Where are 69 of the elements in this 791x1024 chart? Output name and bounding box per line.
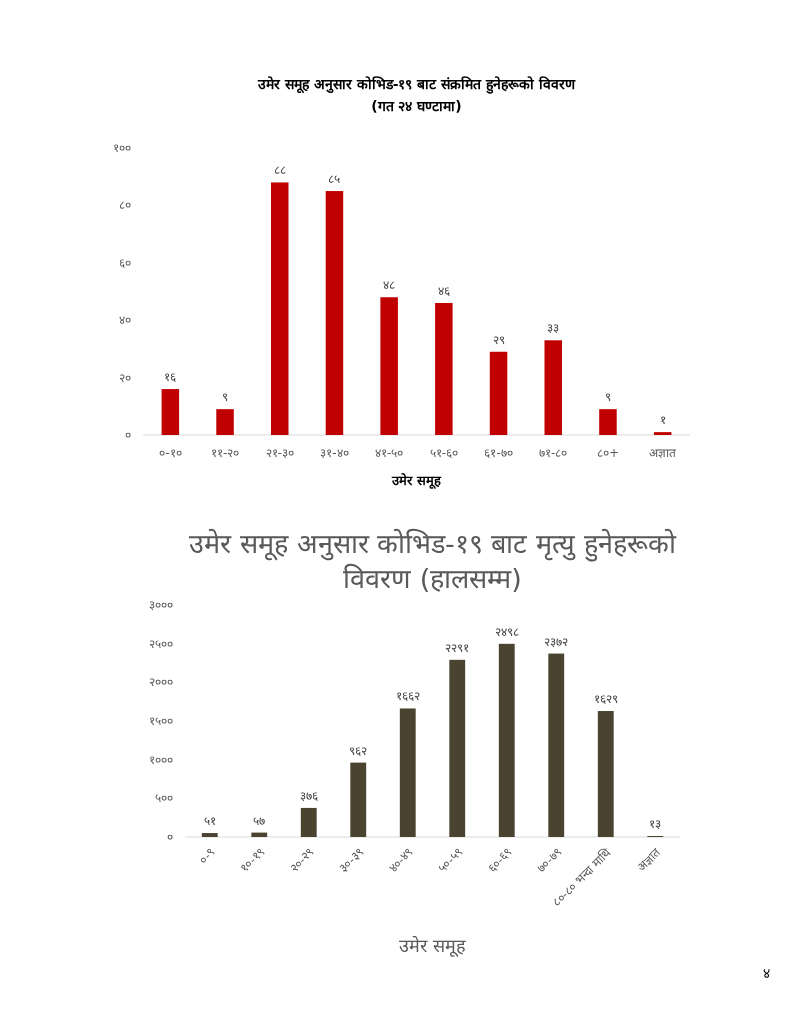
x-tick-label: ८०+: [596, 446, 619, 460]
data-label: १६२९: [593, 692, 618, 707]
y-tick-label: १५००: [149, 714, 173, 728]
bar: [399, 708, 416, 837]
x-tick-label: ११-२०: [210, 446, 240, 460]
bar: [498, 643, 515, 837]
bar: [201, 833, 218, 837]
bar: [251, 832, 268, 837]
x-tick-label: ४१-५०: [374, 446, 404, 460]
y-tick-label: ०: [125, 428, 131, 442]
data-label: ४६: [437, 283, 450, 298]
bar: [380, 297, 398, 435]
y-tick-label: २०: [119, 370, 131, 385]
data-label: २४९८: [494, 624, 519, 639]
x-axis-title: उमेर समूह: [391, 473, 442, 489]
data-label: १६: [164, 370, 177, 385]
x-tick-label: २१-३०: [265, 446, 294, 460]
y-tick-label: ०: [167, 830, 173, 844]
chart-subtitle: (गत २४ घण्टामा): [371, 98, 462, 114]
data-label: ३३: [547, 321, 560, 336]
bar: [653, 432, 672, 435]
y-tick-label: ६०: [119, 255, 131, 270]
x-tick-label: ६१-७०: [484, 446, 513, 460]
x-tick-label: ७१-८०: [539, 446, 568, 460]
data-label: ४८: [383, 278, 396, 293]
data-label: १६६२: [395, 689, 420, 704]
data-label: १: [659, 413, 666, 428]
data-label: ९: [604, 390, 611, 405]
x-axis-title: उमेर समूह: [399, 935, 466, 957]
data-label: ८५: [328, 172, 341, 187]
x-tick-label: ०-९: [196, 845, 218, 867]
bar: [350, 762, 367, 837]
bar: [271, 182, 289, 435]
y-tick-label: ३०००: [149, 598, 173, 612]
y-tick-label: ५००: [155, 791, 173, 806]
y-tick-label: १०००: [149, 752, 173, 767]
data-label: ९६२: [349, 743, 368, 758]
data-label: २२९१: [445, 640, 470, 655]
data-label: ५७: [253, 813, 266, 828]
data-label: १३: [649, 816, 662, 831]
y-tick-label: ४०: [119, 313, 131, 328]
y-tick-label: १००: [113, 141, 131, 155]
bar: [597, 711, 614, 837]
x-tick-label: अज्ञात: [649, 446, 678, 460]
bar: [599, 409, 617, 435]
y-tick-label: २०००: [149, 675, 173, 690]
data-label: २९: [492, 332, 505, 347]
data-label: ५१: [203, 814, 216, 829]
data-label: ३७६: [299, 788, 318, 803]
chart-title: उमेर समूह अनुसार कोभिड-१९ बाट संक्रमित हुनेहरूको विवरण: [257, 76, 576, 94]
x-tick-label: ०-१०: [159, 446, 182, 460]
bar: [449, 659, 466, 837]
bar: [489, 351, 508, 435]
bar: [300, 807, 317, 837]
bar: [161, 389, 180, 435]
text: ४: [763, 965, 770, 981]
x-tick-label: ३१-४०: [320, 446, 349, 460]
data-label: ९: [222, 390, 229, 405]
bar: [325, 191, 344, 435]
bar: [544, 340, 562, 435]
y-tick-label: २५००: [149, 636, 173, 651]
chart-title: उमेर समूह अनुसार कोभिड-१९ बाट मृत्यु हुनेहरूको विवरण (हालसम्म): [189, 528, 677, 595]
y-tick-label: ८०: [119, 198, 131, 213]
data-label: २३७२: [544, 634, 569, 649]
bar: [435, 302, 453, 435]
bar: [548, 653, 565, 837]
data-label: ८८: [273, 163, 286, 178]
bar: [216, 409, 234, 435]
x-tick-label: ५१-६०: [429, 446, 459, 460]
